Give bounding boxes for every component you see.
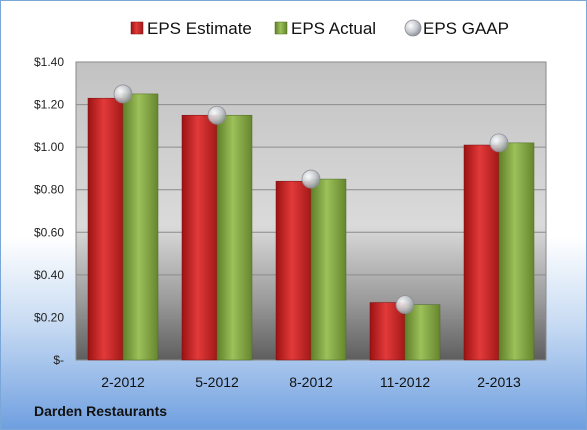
y-tick-label: $1.20 <box>34 98 64 112</box>
actual-bar <box>498 142 535 361</box>
y-tick-label: $0.20 <box>34 310 64 324</box>
y-axis: $- $0.20 $0.40 $0.60 $0.80 $1.00 $1.20 $1.40 <box>34 55 64 367</box>
estimate-bar <box>87 97 124 361</box>
legend-swatch <box>130 21 144 35</box>
gaap-marker <box>395 295 415 315</box>
x-tick-label: 5-2012 <box>195 374 239 390</box>
y-tick-label: $0.60 <box>34 225 64 239</box>
actual-bar <box>310 178 347 361</box>
estimate-bar <box>463 144 500 361</box>
legend-label: EPS GAAP <box>423 19 509 38</box>
x-tick-label: 8-2012 <box>289 374 333 390</box>
actual-bar <box>122 93 159 361</box>
legend-swatch <box>274 21 288 35</box>
estimate-bar <box>181 114 218 361</box>
x-tick-label: 11-2012 <box>380 374 431 390</box>
legend-label: EPS Estimate <box>147 19 252 38</box>
x-axis: 2-2012 5-2012 8-2012 11-2012 2-2013 <box>101 374 521 390</box>
company-name: Darden Restaurants <box>34 403 168 419</box>
gaap-markers <box>113 84 509 315</box>
gaap-marker <box>489 133 509 153</box>
legend-label: EPS Actual <box>291 19 376 38</box>
actual-bar <box>404 304 441 361</box>
actual-bar <box>216 114 253 361</box>
estimate-bar <box>369 302 406 361</box>
gaap-marker <box>207 105 227 125</box>
legend: EPS Estimate EPS Actual EPS GAAP <box>130 19 509 38</box>
bars <box>87 93 535 361</box>
estimate-bar <box>275 180 312 361</box>
y-tick-label: $0.40 <box>34 268 64 282</box>
y-tick-label: $1.40 <box>34 55 64 69</box>
x-tick-label: 2-2013 <box>477 374 521 390</box>
gaap-marker <box>113 84 133 104</box>
y-tick-label: $- <box>53 353 64 367</box>
x-tick-label: 2-2012 <box>101 374 145 390</box>
y-tick-label: $0.80 <box>34 183 64 197</box>
legend-swatch <box>404 19 422 37</box>
gaap-marker <box>301 169 321 189</box>
y-tick-label: $1.00 <box>34 140 64 154</box>
